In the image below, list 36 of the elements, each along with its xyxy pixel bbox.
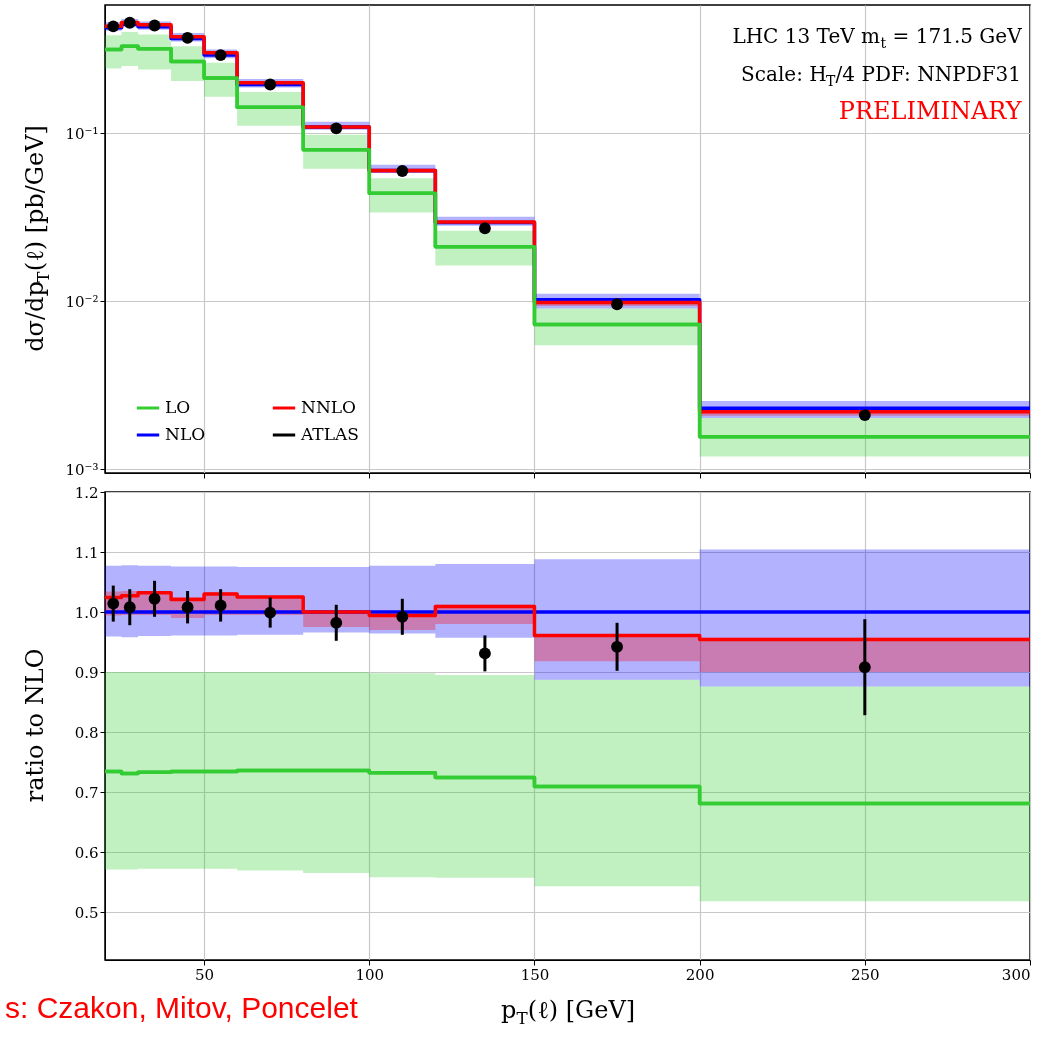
legend-label: LO	[165, 397, 191, 417]
y-tick-label: 10⁻¹	[65, 124, 99, 143]
point	[611, 298, 623, 311]
point	[478, 222, 491, 235]
legend-label: NNLO	[301, 397, 356, 417]
y-tick-label: 0.9	[74, 663, 99, 682]
x-tick-label: 150	[520, 965, 550, 984]
text: s: Czakon, Mitov, Poncelet	[5, 991, 359, 1024]
x-tick-label: 50	[195, 965, 215, 984]
point	[396, 165, 409, 177]
x-tick-label: 300	[1001, 965, 1031, 984]
y-tick-label: 1.2	[74, 483, 99, 502]
y-axis-title: ratio to NLO	[21, 648, 49, 803]
x-tick-label: 100	[355, 965, 385, 984]
y-axis-title: dσ/dpT(ℓ) [pb/GeV]	[21, 125, 53, 352]
y-tick-label: 10⁻³	[65, 460, 99, 479]
y-tick-label: 0.6	[74, 843, 99, 862]
point	[148, 19, 161, 32]
point	[107, 20, 120, 33]
y-tick-label: 0.8	[74, 723, 99, 742]
y-tick-label: 1.1	[74, 543, 99, 562]
legend-label: ATLAS	[300, 424, 359, 444]
point	[858, 409, 871, 422]
point	[330, 122, 343, 135]
annotation: PRELIMINARY	[838, 97, 1023, 125]
x-tick-label: 250	[851, 965, 880, 984]
y-tick-label: 0.7	[74, 783, 99, 802]
x-tick-label: 200	[685, 965, 715, 984]
y-tick-label: 1.0	[74, 603, 99, 622]
y-tick-label: 0.5	[74, 903, 99, 922]
y-tick-label: 10⁻²	[65, 292, 99, 311]
point	[123, 16, 136, 29]
point	[181, 31, 194, 44]
point	[264, 78, 277, 91]
legend-label: NLO	[165, 424, 206, 444]
point	[214, 49, 227, 61]
